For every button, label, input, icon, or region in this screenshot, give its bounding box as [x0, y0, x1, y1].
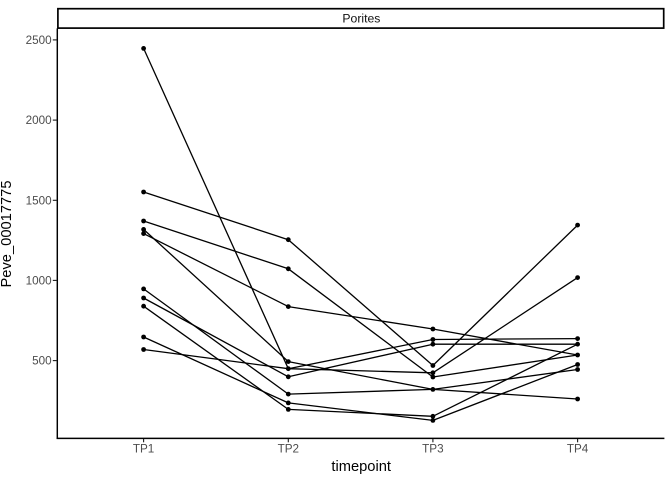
svg-text:2500: 2500 — [26, 34, 53, 47]
svg-text:TP4: TP4 — [567, 443, 589, 456]
svg-text:1000: 1000 — [26, 275, 53, 288]
svg-text:TP3: TP3 — [422, 443, 443, 456]
svg-text:Porites: Porites — [342, 12, 380, 26]
svg-text:1500: 1500 — [26, 194, 53, 207]
svg-text:2000: 2000 — [26, 114, 53, 127]
svg-text:TP2: TP2 — [278, 443, 299, 456]
svg-text:timepoint: timepoint — [331, 459, 391, 475]
svg-text:TP1: TP1 — [133, 443, 154, 456]
svg-text:500: 500 — [32, 355, 52, 368]
svg-text:Peve_00017775: Peve_00017775 — [0, 181, 15, 288]
